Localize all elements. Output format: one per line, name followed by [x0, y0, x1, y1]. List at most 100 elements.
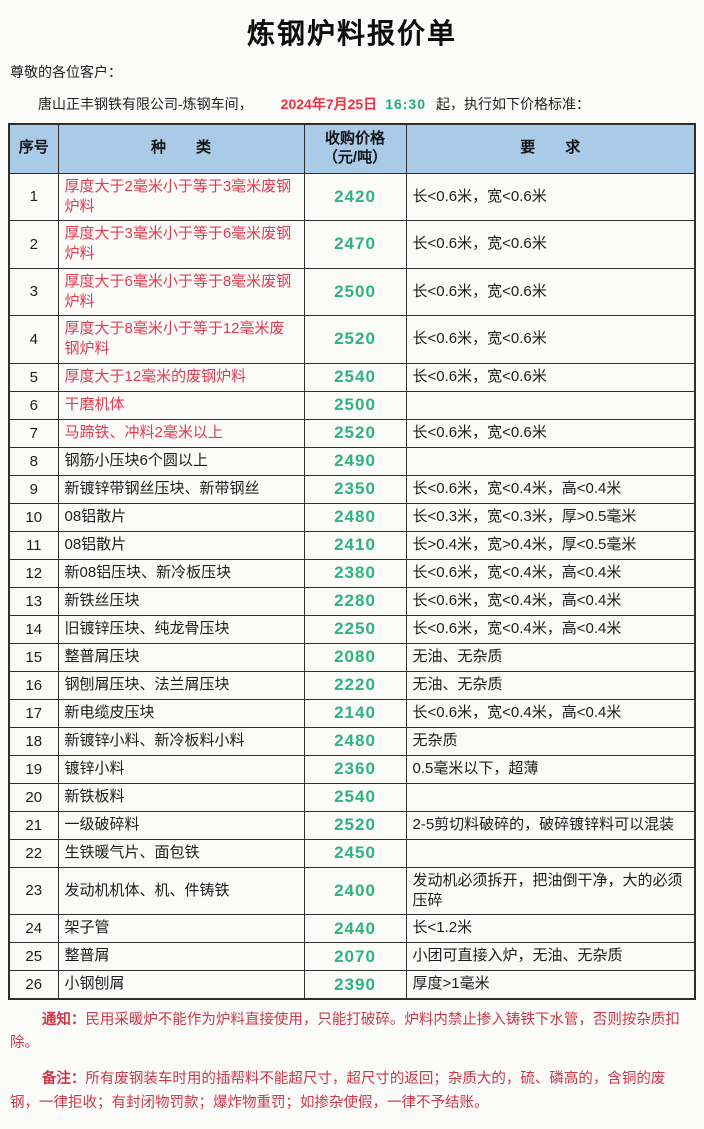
row-price: 2220: [303, 670, 407, 700]
table-row: 5 厚度大于12毫米的废钢炉料 2540 长<0.6米，宽<0.6米: [8, 362, 696, 392]
row-price: 2140: [303, 698, 407, 728]
row-price: 2390: [303, 970, 407, 1000]
row-category: 一级破碎料: [57, 810, 305, 840]
row-category: 马蹄铁、冲料2毫米以上: [57, 418, 305, 448]
row-category: 架子管: [57, 914, 305, 943]
row-price: 2540: [303, 362, 407, 392]
row-category: 旧镀锌压块、纯龙骨压块: [57, 614, 305, 644]
row-requirement: 长<1.2米: [405, 914, 696, 943]
row-category: 08铝散片: [57, 502, 305, 532]
row-category: 钢筋小压块6个圆以上: [57, 446, 305, 476]
row-category: 整普屑: [57, 942, 305, 971]
row-price: 2350: [303, 474, 407, 504]
row-serial-number: 24: [8, 914, 59, 943]
row-serial-number: 14: [8, 614, 59, 644]
row-price: 2080: [303, 642, 407, 672]
row-price: 2520: [303, 810, 407, 840]
remark-label: 备注：: [41, 1071, 86, 1088]
row-category: 发动机机体、机、件铸铁: [57, 866, 305, 915]
greeting: 尊敬的各位客户：: [10, 64, 122, 80]
price-table: 序号 种 类 收购价格 （元/吨） 要 求 1 厚度大于2毫米小于等于3毫米废钢炉…: [8, 123, 696, 1000]
row-category: 干磨机体: [57, 390, 305, 420]
row-category: 厚度大于3毫米小于等于6毫米废钢炉料: [57, 220, 305, 269]
row-serial-number: 8: [8, 446, 59, 476]
row-requirement: 2-5剪切料破碎的，破碎镀锌料可以混装: [405, 810, 696, 840]
row-price: 2440: [303, 914, 407, 943]
row-requirement: 无杂质: [405, 726, 696, 756]
row-requirement: 无油、无杂质: [405, 670, 696, 700]
company-name: 唐山正丰钢铁有限公司-炼钢车间，: [38, 96, 253, 112]
row-serial-number: 15: [8, 642, 59, 672]
row-requirement: 长<0.6米，宽<0.4米，高<0.4米: [405, 474, 696, 504]
table-row: 3 厚度大于6毫米小于等于8毫米废钢炉料 2500 长<0.6米，宽<0.6米: [8, 267, 696, 316]
row-price: 2520: [303, 418, 407, 448]
row-category: 08铝散片: [57, 530, 305, 560]
row-serial-number: 9: [8, 474, 59, 504]
table-row: 22 生铁暖气片、面包铁 2450: [8, 838, 696, 868]
row-requirement: 小团可直接入炉，无油、无杂质: [405, 942, 696, 971]
row-requirement: 长<0.6米，宽<0.4米，高<0.4米: [405, 698, 696, 728]
table-row: 6 干磨机体 2500: [8, 390, 696, 420]
row-requirement: 长<0.6米，宽<0.6米: [405, 362, 696, 392]
row-price: 2450: [303, 838, 407, 868]
row-serial-number: 6: [8, 390, 59, 420]
row-category: 钢刨屑压块、法兰屑压块: [57, 670, 305, 700]
row-serial-number: 4: [8, 315, 59, 364]
intro-line: 唐山正丰钢铁有限公司-炼钢车间， 2024年7月25日 16:30 起，执行如下价格标…: [38, 94, 696, 114]
row-category: 整普屑压块: [57, 642, 305, 672]
header-requirement: 要 求: [405, 123, 696, 174]
row-category: 生铁暖气片、面包铁: [57, 838, 305, 868]
row-price: 2070: [303, 942, 407, 971]
row-requirement: 发动机必须拆开，把油倒干净，大的必须压碎: [405, 866, 696, 915]
row-price: 2360: [303, 754, 407, 784]
row-serial-number: 13: [8, 586, 59, 616]
row-requirement: 长<0.6米，宽<0.6米: [405, 172, 696, 221]
table-row: 23 发动机机体、机、件铸铁 2400 发动机必须拆开，把油倒干净，大的必须压碎: [8, 866, 696, 915]
notice-label: 通知：: [41, 1012, 86, 1028]
row-category: 新电缆皮压块: [57, 698, 305, 728]
table-row: 21 一级破碎料 2520 2-5剪切料破碎的，破碎镀锌料可以混装: [8, 810, 696, 840]
row-requirement: 长<0.6米，宽<0.4米，高<0.4米: [405, 558, 696, 588]
row-price: 2280: [303, 586, 407, 616]
table-row: 8 钢筋小压块6个圆以上 2490: [8, 446, 696, 476]
table-header-row: 序号 种 类 收购价格 （元/吨） 要 求: [8, 123, 696, 174]
notice-text: 民用采暖炉不能作为炉料直接使用，只能打破碎。炉料内禁止掺入铸铁下水管，否则按杂质…: [10, 1012, 680, 1052]
row-serial-number: 20: [8, 782, 59, 812]
row-requirement: 长<0.6米，宽<0.4米，高<0.4米: [405, 586, 696, 616]
row-serial-number: 25: [8, 942, 59, 971]
row-price: 2470: [303, 220, 407, 269]
row-price: 2480: [303, 726, 407, 756]
row-price: 2490: [303, 446, 407, 476]
row-requirement: [405, 838, 696, 868]
table-row: 19 镀锌小料 2360 0.5毫米以下，超薄: [8, 754, 696, 784]
row-price: 2400: [303, 866, 407, 915]
row-price: 2410: [303, 530, 407, 560]
row-requirement: 长<0.3米，宽<0.3米，厚>0.5毫米: [405, 502, 696, 532]
table-row: 15 整普屑压块 2080 无油、无杂质: [8, 642, 696, 672]
row-category: 厚度大于12毫米的废钢炉料: [57, 362, 305, 392]
remark-text: 所有废钢装车时用的插帮料不能超尺寸，超尺寸的返回；杂质大的，硫、磷高的，含铜的废…: [10, 1071, 666, 1111]
table-row: 2 厚度大于3毫米小于等于6毫米废钢炉料 2470 长<0.6米，宽<0.6米: [8, 220, 696, 269]
row-price: 2540: [303, 782, 407, 812]
table-row: 25 整普屑 2070 小团可直接入炉，无油、无杂质: [8, 942, 696, 971]
row-category: 新08铝压块、新冷板压块: [57, 558, 305, 588]
row-serial-number: 10: [8, 502, 59, 532]
remark-paragraph: 备注：所有废钢装车时用的插帮料不能超尺寸，超尺寸的返回；杂质大的，硫、磷高的，含…: [10, 1068, 694, 1114]
row-category: 小钢刨屑: [57, 970, 305, 1000]
row-serial-number: 17: [8, 698, 59, 728]
table-row: 16 钢刨屑压块、法兰屑压块 2220 无油、无杂质: [8, 670, 696, 700]
row-requirement: 长<0.6米，宽<0.6米: [405, 315, 696, 364]
table-row: 18 新镀锌小料、新冷板料小料 2480 无杂质: [8, 726, 696, 756]
row-price: 2250: [303, 614, 407, 644]
row-serial-number: 5: [8, 362, 59, 392]
table-row: 26 小钢刨屑 2390 厚度>1毫米: [8, 970, 696, 1000]
table-row: 4 厚度大于8毫米小于等于12毫米废钢炉料 2520 长<0.6米，宽<0.6米: [8, 315, 696, 364]
page-title: 炼钢炉料报价单: [246, 18, 457, 49]
row-serial-number: 11: [8, 530, 59, 560]
row-serial-number: 18: [8, 726, 59, 756]
row-price: 2380: [303, 558, 407, 588]
row-price: 2420: [303, 172, 407, 221]
row-price: 2480: [303, 502, 407, 532]
row-requirement: 厚度>1毫米: [405, 970, 696, 1000]
